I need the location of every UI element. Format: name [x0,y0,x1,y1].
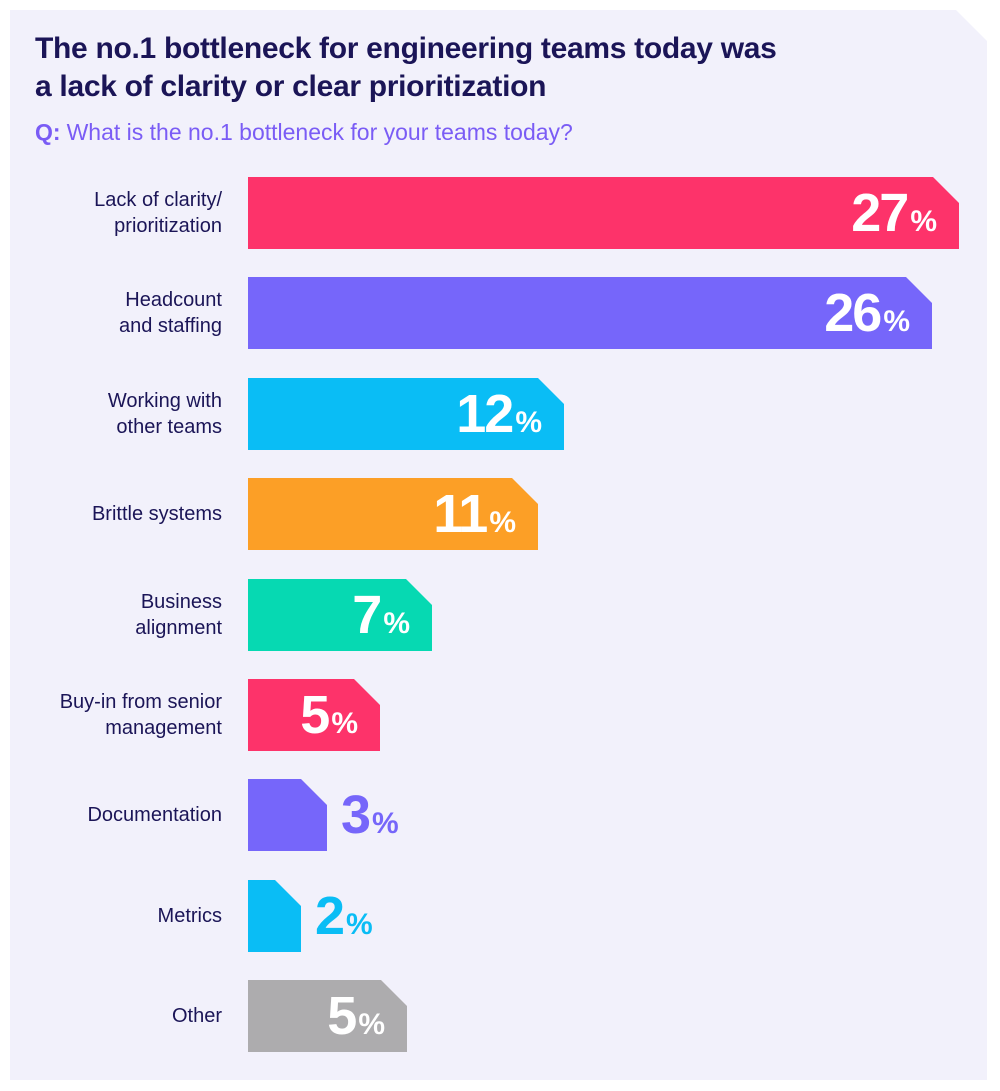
percent-sign: % [383,607,410,640]
bar-value: 2% [315,885,373,947]
bar-value: 12% [456,383,542,445]
category-label: Working with other teams [10,388,222,440]
category-label: Brittle systems [10,501,222,527]
category-label-line: Headcount [125,289,222,311]
category-label: Documentation [10,802,222,828]
bar-value: 3% [341,784,399,846]
chart-title: The no.1 bottleneck for engineering team… [35,30,777,106]
bar: 5% [248,980,407,1052]
bar-value-number: 3 [341,785,370,845]
bar-value: 11% [433,483,516,545]
bar-value-number: 5 [327,986,356,1046]
chart-title-line-1: The no.1 bottleneck for engineering team… [35,32,777,65]
bar-value: 5% [300,684,358,746]
chart-card: The no.1 bottleneck for engineering team… [10,10,987,1080]
category-label-line: Lack of clarity/ [94,189,222,211]
chart-row: Other 5% [10,980,987,1052]
question-prefix: Q: [35,119,61,145]
category-label-line: Buy-in from senior [59,691,222,713]
category-label: Headcount and staffing [10,287,222,339]
bar-value-number: 12 [456,384,513,444]
percent-sign: % [883,305,910,338]
bar: 26% [248,277,932,349]
bar: 12% [248,378,564,450]
category-label-line: prioritization [114,215,222,237]
survey-question: Q: What is the no.1 bottleneck for your t… [35,118,573,146]
chart-row: Brittle systems 11% [10,478,987,550]
category-label-line: other teams [116,416,222,438]
bar-value-number: 11 [433,484,487,544]
category-label-line: Business [140,591,222,613]
bar-value: 7% [352,584,410,646]
bar [248,880,301,952]
category-label-line: management [105,717,222,739]
chart-row: Metrics 2% [10,880,987,952]
category-label-line: Working with [107,390,222,412]
category-label: Metrics [10,903,222,929]
bar-value: 26% [824,282,910,344]
chart-row: Lack of clarity/prioritization 27% [10,177,987,249]
category-label: Other [10,1003,222,1029]
bar: 11% [248,478,538,550]
category-label: Lack of clarity/prioritization [10,187,222,239]
bar [248,779,327,851]
percent-sign: % [331,707,358,740]
category-label-line: Metrics [157,905,222,927]
category-label-line: Other [171,1005,222,1027]
bar-value-number: 27 [851,183,908,243]
bar: 5% [248,679,380,751]
category-label: Buy-in from senior management [10,689,222,741]
percent-sign: % [346,908,373,941]
percent-sign: % [358,1008,385,1041]
chart-title-line-2: a lack of clarity or clear prioritizatio… [35,70,547,103]
bar-value-number: 5 [300,685,329,745]
bar-value: 5% [327,985,385,1047]
percent-sign: % [515,406,542,439]
percent-sign: % [489,506,516,539]
category-label-line: and staffing [118,315,222,337]
chart-row: Business alignment 7% [10,579,987,651]
chart-row: Headcount and staffing 26% [10,277,987,349]
percent-sign: % [910,205,937,238]
chart-row: Documentation 3% [10,779,987,851]
category-label-line: Brittle systems [91,503,222,525]
chart-row: Working with other teams 12% [10,378,987,450]
category-label: Business alignment [10,589,222,641]
bar: 7% [248,579,432,651]
category-label-line: Documentation [87,804,222,826]
bar-value-number: 2 [315,886,344,946]
percent-sign: % [372,807,399,840]
bar-chart: Lack of clarity/prioritization 27% Headcou… [10,177,987,1072]
bar: 27% [248,177,959,249]
bar-value-number: 26 [824,283,881,343]
bar-value: 27% [851,182,937,244]
bar-value-number: 7 [352,585,381,645]
question-text: What is the no.1 bottleneck for your tea… [66,119,573,145]
chart-row: Buy-in from senior management 5% [10,679,987,751]
category-label-line: alignment [135,617,222,639]
